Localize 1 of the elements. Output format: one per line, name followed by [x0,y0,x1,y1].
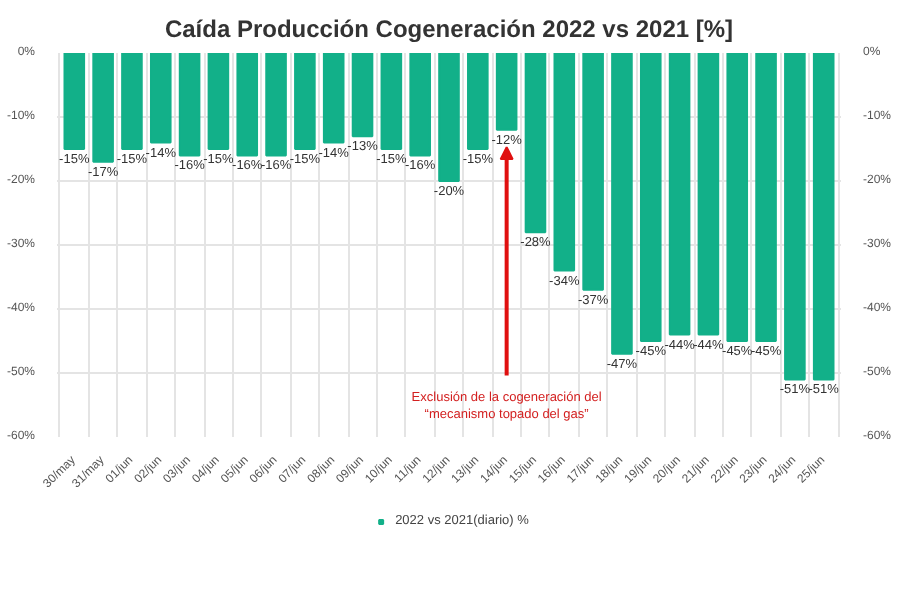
chart-title: Caída Producción Cogeneración 2022 vs 2021 [%] [164,15,734,43]
